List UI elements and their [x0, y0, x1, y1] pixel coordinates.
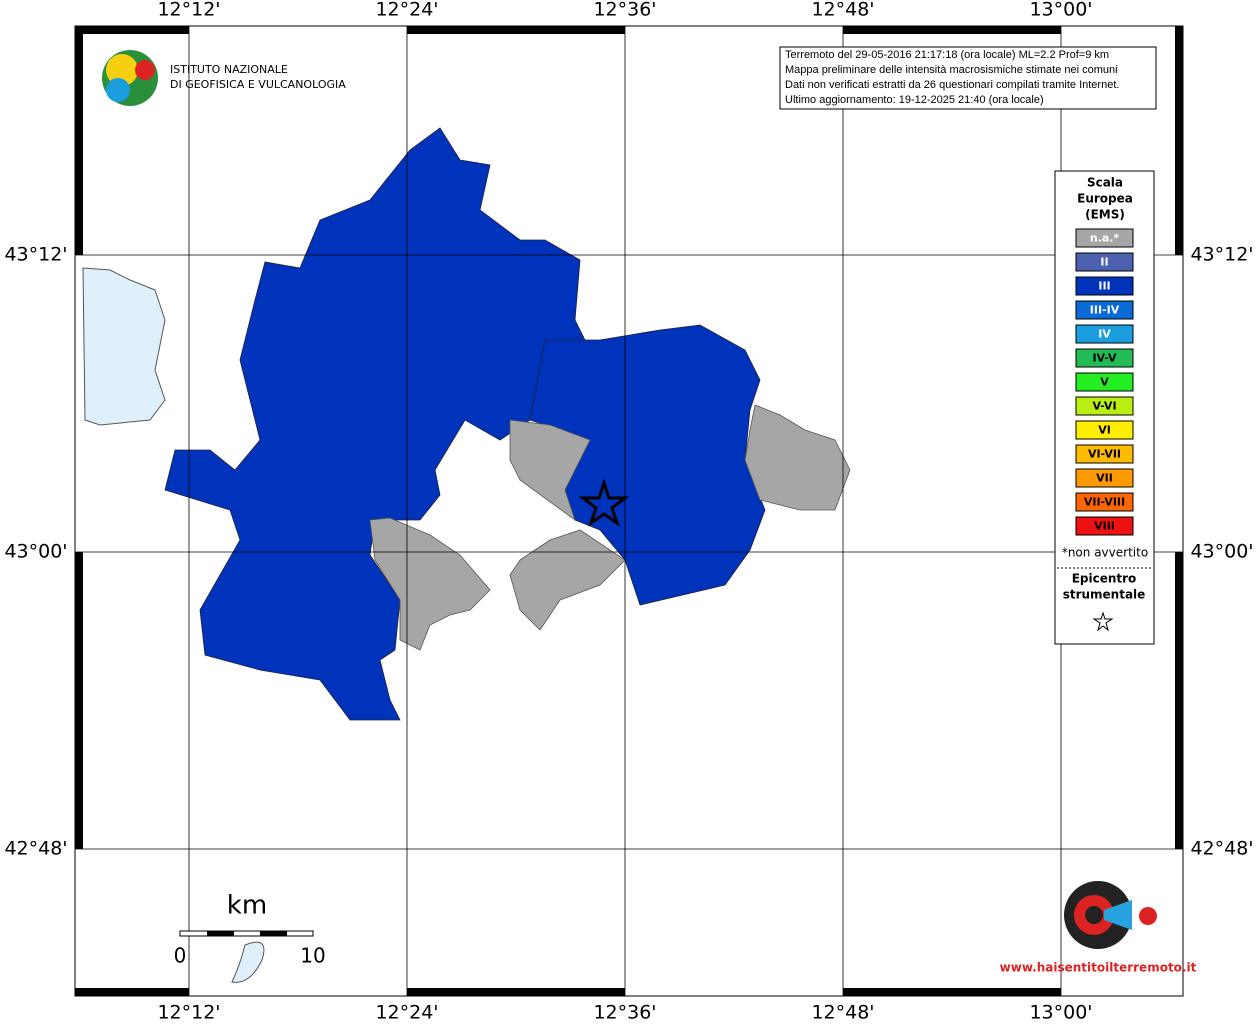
lat-label: 43°00'	[4, 541, 67, 563]
frame	[74, 25, 1184, 997]
legend-note: *non avvertito	[1062, 546, 1148, 560]
legend-title: Europea	[1077, 192, 1133, 206]
region-na	[509, 529, 626, 631]
lon-label: 12°24'	[375, 0, 438, 21]
legend-label: VI	[1098, 424, 1111, 437]
legend-label: III	[1098, 280, 1110, 293]
lon-label: 13°00'	[1029, 0, 1092, 21]
legend-swatch	[1075, 492, 1134, 512]
lat-label: 43°12'	[4, 244, 67, 266]
legend-label: II	[1100, 256, 1108, 269]
frame-border	[74, 25, 1184, 997]
lon-label: 12°48'	[811, 0, 874, 21]
legend-swatch	[1075, 228, 1134, 248]
frame-bar	[75, 552, 83, 849]
legend-swatch	[1075, 252, 1134, 272]
info-line: Dati non verificati estratti da 26 quest…	[785, 79, 1119, 91]
legend-swatch	[1075, 516, 1134, 536]
frame-bar	[843, 988, 1061, 996]
info-line: Ultimo aggiornamento: 19-12-2025 21:40 (…	[785, 94, 1044, 106]
legend-swatch	[1075, 444, 1134, 464]
legend-swatch	[1075, 468, 1134, 488]
legend-swatch	[1075, 420, 1134, 440]
legend-epicentre: strumentale	[1063, 588, 1146, 602]
lon-label: 12°36'	[593, 0, 656, 21]
lat-label: 42°48'	[4, 838, 67, 860]
frame-bar	[407, 988, 625, 996]
lake	[82, 267, 166, 426]
legend-label: VI-VII	[1088, 448, 1121, 461]
frame-bar	[407, 26, 625, 34]
logo-text: DI GEOFISICA E VULCANOLOGIA	[170, 78, 346, 91]
frame-bar	[75, 26, 83, 255]
frame-bar	[75, 988, 189, 996]
legend-label: IV	[1098, 328, 1111, 341]
info-line: Mappa preliminare delle intensità macros…	[785, 64, 1118, 76]
legend-label: III-IV	[1090, 304, 1120, 317]
lon-label: 12°48'	[811, 1002, 874, 1024]
region-na	[744, 404, 851, 511]
info-box	[779, 46, 1157, 110]
legend-swatch	[1075, 372, 1134, 392]
legend-swatch	[1075, 300, 1134, 320]
legend-title: (EMS)	[1085, 208, 1125, 222]
frame-bar	[843, 26, 1061, 34]
legend-content: ScalaEuropea(EMS)n.a.*IIIIIIII-IVIVIV-VV…	[1075, 176, 1134, 536]
frame-bar	[1175, 26, 1183, 255]
frame-bar	[1175, 552, 1183, 849]
legend-label: VII	[1096, 472, 1113, 485]
legend-title: Scala	[1087, 176, 1123, 190]
scale-label: 10	[300, 944, 325, 968]
lat-label: 43°00'	[1190, 541, 1253, 563]
legend-label: V-VI	[1092, 400, 1116, 413]
frame-bar	[75, 26, 189, 34]
lon-label: 12°36'	[593, 1002, 656, 1024]
legend-swatch	[1075, 276, 1134, 296]
scale-bar: km 0 10	[174, 891, 326, 983]
legend-star	[1092, 611, 1114, 632]
legend-swatch	[1075, 324, 1134, 344]
legend-label: VIII	[1094, 520, 1115, 533]
legend-swatch	[1075, 348, 1134, 368]
lon-label: 12°12'	[157, 0, 220, 21]
lat-label: 43°12'	[1190, 244, 1253, 266]
legend-epicentre: Epicentro	[1072, 572, 1137, 586]
legend-label: VII-VIII	[1084, 496, 1125, 509]
region-na	[509, 419, 591, 522]
info-text: Terremoto del 29-05-2016 21:17:18 (ora l…	[785, 49, 1119, 106]
legend-label: IV-V	[1092, 352, 1117, 365]
legend-label: V	[1100, 376, 1109, 389]
scale-label: 0	[174, 944, 187, 968]
ingv-logo: ISTITUTO NAZIONALE DI GEOFISICA E VULCAN…	[102, 50, 346, 106]
legend-swatch	[1075, 396, 1134, 416]
info-line: Terremoto del 29-05-2016 21:17:18 (ora l…	[785, 49, 1109, 61]
lat-label: 42°48'	[1190, 838, 1253, 860]
scale-unit: km	[227, 891, 267, 921]
badge-text: www.haisentitoilterremoto.it	[1000, 961, 1197, 975]
region-na	[369, 517, 491, 651]
lon-label: 12°24'	[375, 1002, 438, 1024]
lon-label: 12°12'	[157, 1002, 220, 1024]
lon-label: 13°00'	[1029, 1002, 1092, 1024]
legend-label: n.a.*	[1090, 232, 1120, 245]
badge: www.haisentitoilterremoto.it	[1000, 881, 1197, 975]
epicentre-star	[578, 478, 630, 527]
logo-text: ISTITUTO NAZIONALE	[170, 63, 288, 76]
